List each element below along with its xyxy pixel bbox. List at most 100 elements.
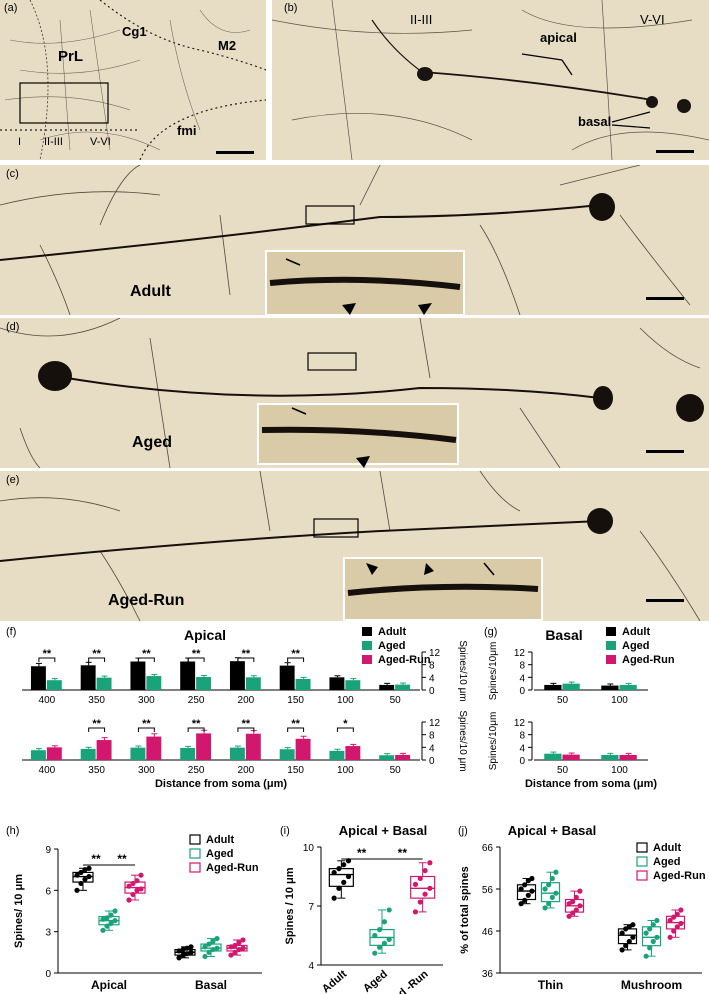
data-point xyxy=(678,920,684,927)
bar-aged xyxy=(395,684,411,690)
data-point xyxy=(184,951,190,957)
bar-adult xyxy=(30,666,46,690)
data-point xyxy=(549,875,555,882)
bar-aged xyxy=(229,747,245,760)
panel-label-f: (f) xyxy=(6,626,17,638)
significance-bracket xyxy=(38,657,56,662)
significance-label: ** xyxy=(43,648,52,660)
micrograph-c-drawing xyxy=(0,165,691,315)
micrograph-c: (c) Adult xyxy=(0,165,709,315)
legend-label: Aged-Run xyxy=(378,654,431,666)
significance-bracket xyxy=(187,657,205,662)
data-point xyxy=(130,891,136,898)
data-point xyxy=(654,934,660,940)
data-point xyxy=(202,944,208,950)
x-axis-label: Distance from soma (μm) xyxy=(155,778,287,790)
legend-label: Aged xyxy=(622,640,650,652)
legend-swatch xyxy=(636,870,648,881)
data-point xyxy=(202,953,208,960)
data-point xyxy=(678,907,684,913)
y-tick-label: 12 xyxy=(429,718,441,729)
bar-aged xyxy=(379,755,395,760)
data-point xyxy=(573,894,579,900)
data-point xyxy=(667,917,673,924)
group-label-aged: Aged xyxy=(132,434,172,451)
data-point xyxy=(206,949,212,955)
bar-adult xyxy=(229,661,245,690)
bar-aged-run xyxy=(345,746,361,760)
x-tick-label: Adult xyxy=(320,968,349,994)
y-axis-label: Spines/10 μm xyxy=(457,710,468,771)
data-point xyxy=(138,886,144,892)
bar-aged xyxy=(130,747,146,760)
data-point xyxy=(546,882,552,888)
chart-title: Apical + Basal xyxy=(339,823,428,838)
data-point xyxy=(427,860,433,866)
x-tick-label: 150 xyxy=(287,695,304,706)
data-point xyxy=(82,876,88,882)
data-point xyxy=(525,892,531,898)
significance-label: ** xyxy=(192,718,201,730)
significance-label: ** xyxy=(91,852,101,866)
legend-swatch xyxy=(606,641,616,650)
data-point xyxy=(336,866,342,872)
y-tick-label: 56 xyxy=(482,885,494,896)
significance-bracket xyxy=(137,727,155,732)
micrograph-a-drawing xyxy=(0,0,266,160)
data-point xyxy=(236,946,242,953)
layer-ii-iii-label: II-III xyxy=(44,136,63,148)
significance-label: ** xyxy=(242,648,251,660)
legend-swatch xyxy=(362,641,372,650)
data-point xyxy=(647,926,653,932)
data-point xyxy=(570,899,576,905)
y-tick-label: 8 xyxy=(429,731,435,742)
group-label-aged-run: Aged-Run xyxy=(108,592,185,609)
bar-aged xyxy=(46,680,62,690)
chart-j-spine-type-box: Apical + Basal Adult Aged Aged-Run 36 46 56 66%… xyxy=(459,823,706,992)
data-point xyxy=(377,927,383,933)
chart-title: Apical xyxy=(184,627,226,643)
bar-aged-run xyxy=(395,754,411,760)
y-tick-label: 12 xyxy=(429,648,441,659)
bar-aged xyxy=(96,677,112,690)
significance-label: ** xyxy=(142,718,151,730)
data-point xyxy=(386,936,392,943)
legend-label: Adult xyxy=(653,842,681,854)
x-tick-label: 100 xyxy=(337,695,354,706)
legend-swatch xyxy=(362,655,372,664)
data-point xyxy=(78,880,84,887)
data-point xyxy=(100,927,106,933)
bar-aged xyxy=(80,748,96,760)
legend-label: Aged-Run xyxy=(206,862,259,874)
x-axis-label: Distance from soma (μm) xyxy=(525,778,657,790)
data-point xyxy=(331,895,337,901)
y-tick-label: 0 xyxy=(45,969,51,980)
bar-aged xyxy=(544,753,562,760)
data-point xyxy=(228,944,234,950)
legend-label: Adult xyxy=(378,626,406,638)
legend-label: Adult xyxy=(622,626,650,638)
y-tick-label: 46 xyxy=(482,927,494,938)
y-axis-label: Spines/10 μm xyxy=(457,640,468,701)
legend-label: Aged-Run xyxy=(622,654,675,666)
y-tick-label: 0 xyxy=(429,756,435,767)
data-point xyxy=(341,879,347,885)
data-point xyxy=(619,930,625,936)
bar-aged xyxy=(345,680,361,690)
x-tick-label: 300 xyxy=(138,695,155,706)
legend-swatch xyxy=(636,842,648,853)
bar-adult xyxy=(601,685,619,690)
legend-label: Aged xyxy=(653,856,681,868)
micrograph-e-drawing xyxy=(0,471,701,621)
bar-aged-run xyxy=(245,733,261,760)
significance-label: ** xyxy=(398,846,408,860)
data-point xyxy=(674,911,680,917)
data-point xyxy=(240,937,246,943)
data-point xyxy=(671,928,677,934)
bar-aged-run xyxy=(146,736,162,760)
data-point xyxy=(570,910,576,916)
data-point xyxy=(134,887,140,893)
data-point xyxy=(553,869,559,875)
x-tick-label: 400 xyxy=(39,695,56,706)
significance-label: ** xyxy=(242,718,251,730)
